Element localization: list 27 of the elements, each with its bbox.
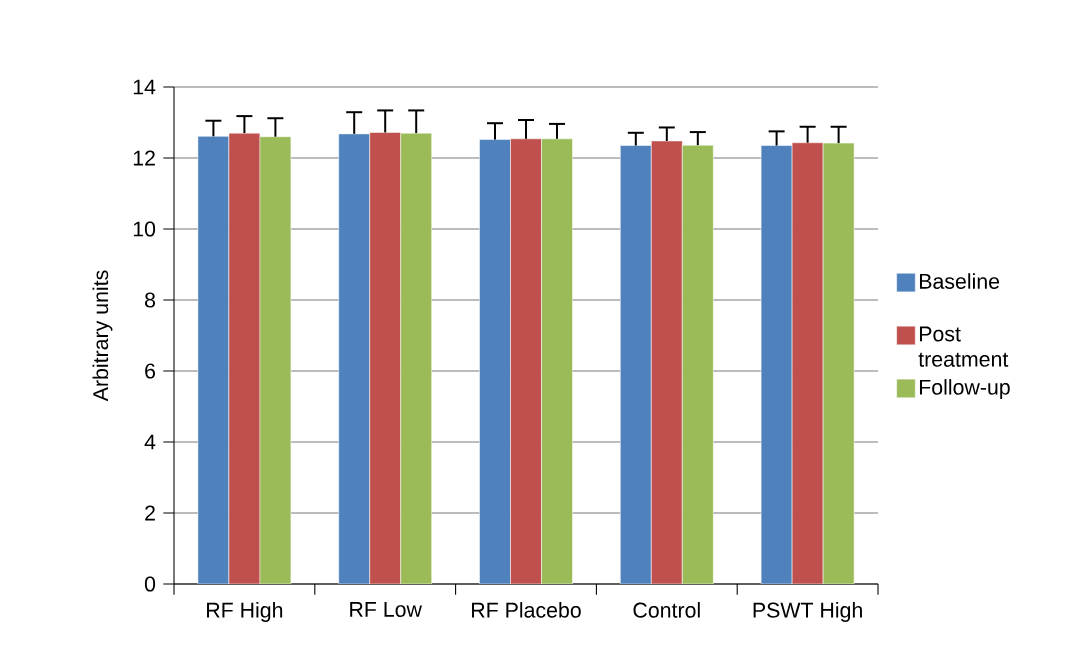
y-tick-label: 2 xyxy=(145,505,155,521)
bar xyxy=(791,142,824,584)
y-axis-title: Arbitrary units xyxy=(92,270,113,402)
y-tick-label: 14 xyxy=(133,79,156,95)
bar xyxy=(338,133,370,584)
bar xyxy=(620,145,652,584)
y-tick-label: 10 xyxy=(133,221,156,237)
bar xyxy=(369,132,401,584)
legend-label: Post treatment xyxy=(918,326,1009,367)
bar xyxy=(197,136,230,584)
x-tick-label: RF Low xyxy=(350,602,422,617)
legend-label: Baseline xyxy=(919,273,1000,289)
legend-label: Follow-up xyxy=(919,379,1010,399)
bar xyxy=(510,138,542,584)
x-tick-label: RF High xyxy=(207,602,283,622)
y-tick-label: 0 xyxy=(144,576,156,592)
bar xyxy=(228,132,261,584)
y-tick-label: 8 xyxy=(145,292,156,308)
bar xyxy=(760,145,793,584)
x-tick-label: RF Placebo xyxy=(472,602,581,618)
bar xyxy=(651,140,683,584)
x-tick-label: PSWT High xyxy=(753,602,862,622)
x-tick-label: Control xyxy=(633,602,700,618)
y-tick-label: 12 xyxy=(133,150,155,166)
y-tick-label: 4 xyxy=(144,434,156,450)
bar xyxy=(479,139,511,584)
y-tick-label: 6 xyxy=(145,363,156,379)
